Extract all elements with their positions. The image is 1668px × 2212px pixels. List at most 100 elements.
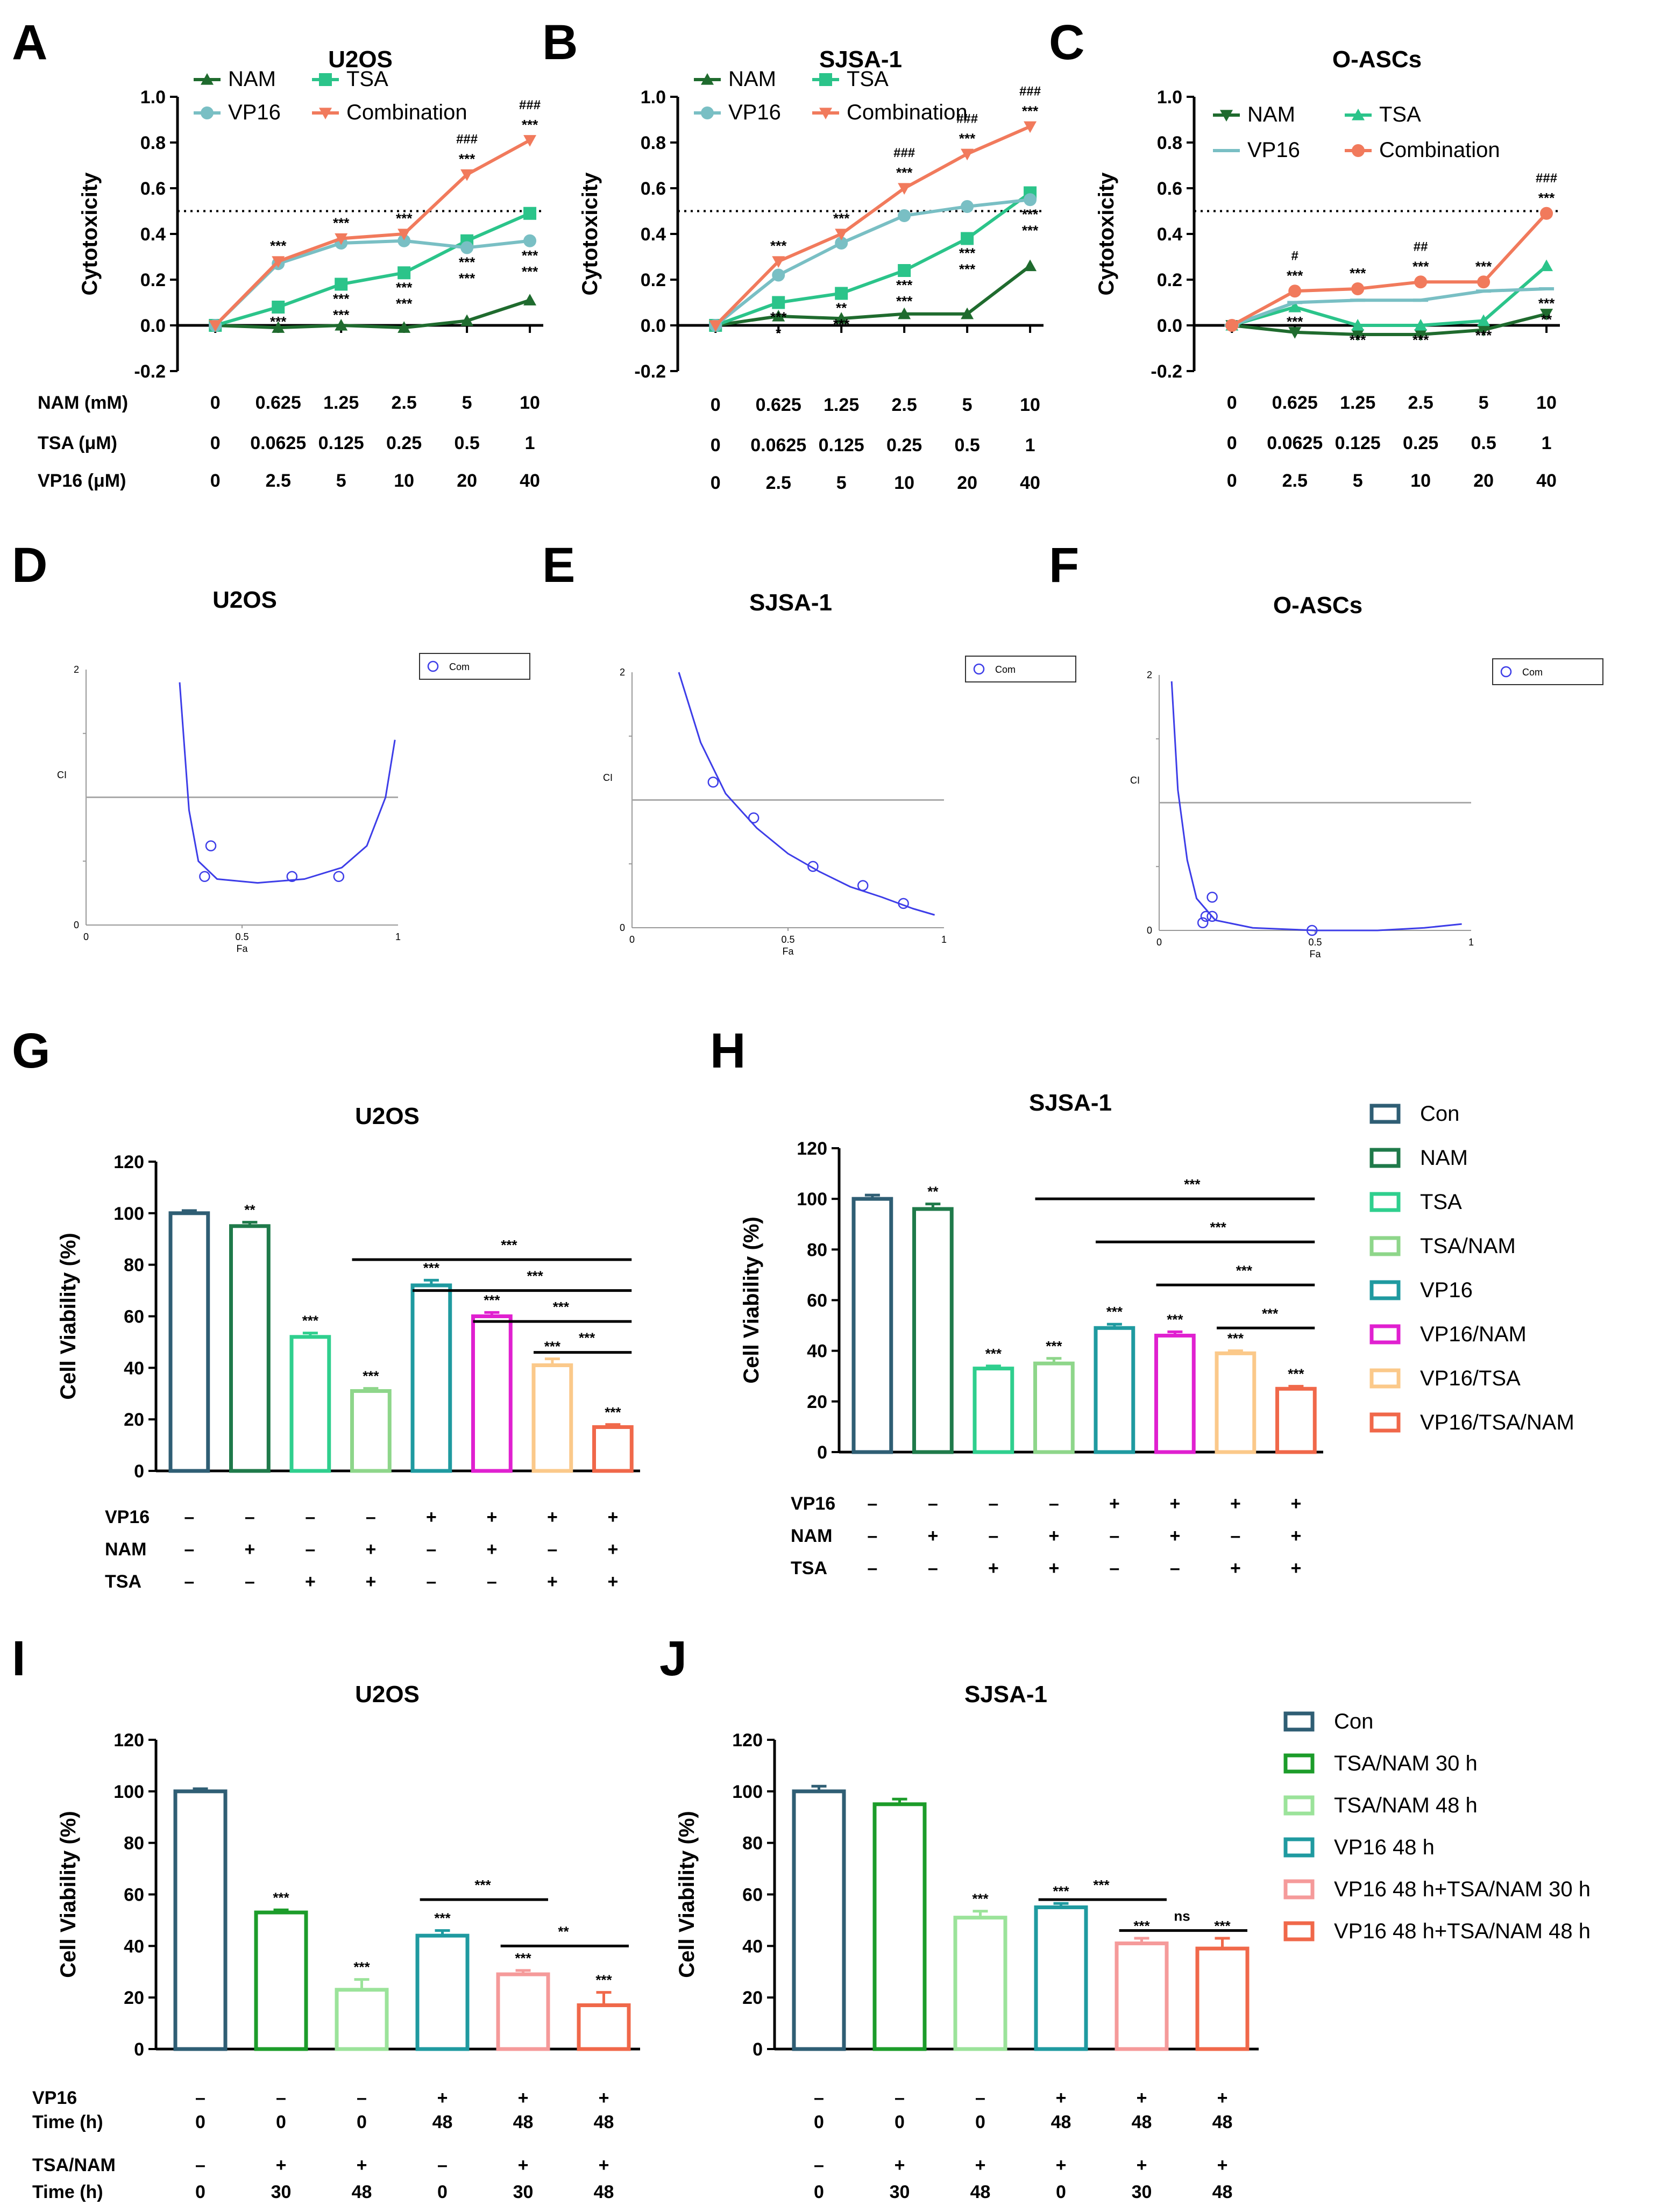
legend-label: Con (1420, 1102, 1459, 1126)
treatment-sign: + (607, 1571, 618, 1592)
condition-value: 10 (520, 393, 540, 413)
y-axis-label: CI (603, 772, 613, 783)
condition-value: 0.25 (1403, 433, 1438, 453)
y-tick-label: 120 (113, 1152, 144, 1172)
condition-value: 1.25 (323, 393, 359, 413)
legend-swatch (1369, 1104, 1401, 1124)
significance-label: *** (1538, 295, 1555, 311)
panel-letter-E: E (542, 538, 575, 593)
bar-Con (168, 1211, 210, 1473)
legend-label: VP16/TSA (1420, 1367, 1521, 1390)
legend-box (1492, 658, 1603, 685)
condition-value: 10 (894, 473, 914, 493)
point-Combination (398, 229, 411, 240)
bar-NAM (912, 1207, 954, 1454)
treatment-sign: + (1290, 1526, 1301, 1546)
treatment-label: TSA (791, 1558, 827, 1578)
condition-value: 20 (457, 471, 477, 491)
treatment-sign: – (245, 1507, 255, 1527)
condition-value: 2.5 (1408, 393, 1433, 413)
y-tick-label: 60 (124, 1307, 144, 1327)
condition-value: 10 (1410, 471, 1431, 491)
treatment-sign: + (357, 2155, 367, 2175)
significance-label: ### (893, 146, 915, 160)
treatment-sign: + (599, 2155, 609, 2175)
bar-VP16 48 h+TSA/NAM 30 h (1115, 1941, 1169, 2051)
treatment-sign: – (184, 1571, 194, 1592)
comparison-label: *** (1236, 1262, 1253, 1278)
y-tick-label: 120 (113, 1730, 144, 1751)
significance-label: *** (353, 1959, 370, 1975)
treatment-sign: + (365, 1571, 376, 1592)
treatment-sign: + (975, 2155, 986, 2175)
significance-label: *** (833, 210, 850, 226)
x-tick-label: 0.5 (1308, 937, 1322, 948)
legend-marker-NAM (1220, 110, 1233, 122)
x-axis-label: Fa (1309, 949, 1321, 959)
y-tick-label: 0.2 (641, 270, 666, 290)
significance-label: *** (959, 130, 976, 146)
panel-letter-D: D (12, 538, 47, 593)
point-VP16 (460, 241, 474, 254)
condition-value: 0.125 (819, 435, 864, 456)
treatment-sign: + (599, 2088, 609, 2108)
treatment-sign: + (305, 1571, 316, 1592)
condition-value: 0 (711, 395, 721, 415)
significance-label: *** (1022, 222, 1039, 238)
treatment-sign: – (547, 1539, 557, 1560)
legend-label-NAM: NAM (1247, 103, 1295, 126)
y-axis-label: Cell Viability (%) (675, 1811, 699, 1978)
legend-label: VP16 48 h+TSA/NAM 48 h (1334, 1919, 1591, 1943)
panel-letter-C: C (1049, 15, 1084, 70)
condition-label: TSA (μM) (38, 433, 117, 453)
legend-label: VP16 48 h (1334, 1836, 1435, 1859)
y-tick-label: 2 (620, 667, 625, 678)
significance-label: ### (1019, 84, 1041, 98)
treatment-sign: 30 (513, 2182, 534, 2202)
point-Combination (209, 320, 222, 332)
treatment-sign: – (1109, 1558, 1119, 1578)
legend-swatch (1283, 1753, 1315, 1774)
bar-VP16 48 h+TSA/NAM 48 h (1195, 1946, 1250, 2051)
y-tick-label: 60 (124, 1885, 144, 1905)
treatment-sign: – (1049, 1493, 1059, 1514)
y-tick-label: 0 (620, 922, 625, 933)
legend-marker-Combination (819, 108, 832, 119)
chart-title: U2OS (355, 1681, 420, 1708)
significance-label: *** (396, 279, 413, 295)
condition-value: 2.5 (266, 471, 291, 491)
chart-title: U2OS (355, 1103, 420, 1129)
treatment-sign: + (895, 2155, 905, 2175)
x-tick-label: 0.5 (781, 934, 794, 945)
ci-curve (179, 682, 396, 884)
x-tick-label: 1 (395, 931, 401, 942)
bar-VP16 48 h+TSA/NAM 30 h (496, 1972, 550, 2051)
condition-value: 2.5 (892, 395, 917, 415)
y-tick-label: 0 (134, 2039, 144, 2060)
point-VP16 (898, 209, 911, 222)
treatment-sign: + (518, 2088, 529, 2108)
treatment-sign: – (988, 1526, 998, 1546)
treatment-sign: 48 (970, 2182, 991, 2202)
condition-value: 1 (1025, 435, 1035, 456)
bar-chart-H: SJSA-1 0 20 40 60 80 100 120 Cell Viability (%) *… (740, 1090, 1574, 1578)
significance-label: *** (273, 1889, 289, 1905)
treatment-sign: + (1169, 1526, 1180, 1546)
point-NAM (1414, 329, 1428, 341)
comparison-label: *** (501, 1237, 517, 1253)
bar-VP16/TSA/NAM (1275, 1386, 1317, 1454)
y-axis-label: Cell Viability (%) (56, 1233, 80, 1399)
significance-label: ** (836, 300, 847, 316)
significance-label: *** (1350, 265, 1366, 281)
significance-label: *** (396, 210, 413, 226)
significance-label: *** (605, 1404, 621, 1420)
legend-swatch (1369, 1368, 1401, 1389)
y-tick-label: 100 (732, 1782, 763, 1802)
comparison-label: *** (527, 1268, 543, 1284)
point-NAM (1540, 309, 1553, 321)
y-tick-label: 2 (74, 664, 79, 675)
y-tick-label: 0.4 (1157, 224, 1182, 245)
treatment-sign: + (518, 2155, 529, 2175)
significance-label: *** (595, 1972, 612, 1988)
